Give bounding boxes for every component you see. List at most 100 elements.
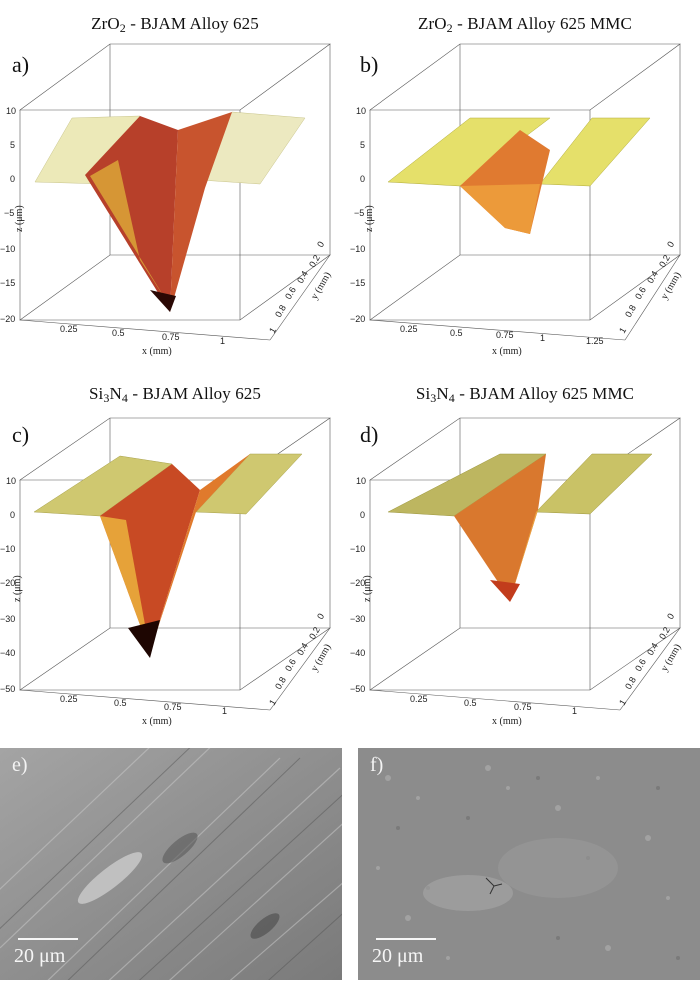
tick-label: 1 <box>267 326 278 335</box>
tick-label: 0.25 <box>60 324 78 334</box>
groove-bottom <box>150 290 176 312</box>
groove-wall-left <box>100 464 200 652</box>
groove-highlight <box>100 516 150 652</box>
surface-plot-b: 10 5 0 −5 −10 −15 −20 0.25 0.5 0.75 1 1.… <box>350 43 683 357</box>
panel-b: ZrO2 - BJAM Alloy 625 MMC b) 10 5 0 −5 −… <box>350 0 700 370</box>
tick-label: 0 <box>665 240 676 249</box>
tick-label: 10 <box>6 476 16 486</box>
scale-bar-label: 20 μm <box>372 945 424 967</box>
z-axis-label: z (μm) <box>12 575 23 602</box>
y-axis-label: y (mm) <box>309 642 333 673</box>
groove-wall-right <box>170 112 232 312</box>
tick-label: 1.25 <box>586 336 604 346</box>
tick-label: 1 <box>572 706 577 716</box>
tick-label: 0.75 <box>496 330 514 340</box>
y-axis-label: y (mm) <box>309 270 333 301</box>
tick-label: 1 <box>222 706 227 716</box>
tick-label: −20 <box>0 578 15 588</box>
tick-label: 0.2 <box>657 625 672 641</box>
tick-label: 0.4 <box>645 269 660 285</box>
surface-plateau-right <box>539 117 651 187</box>
z-ticks: 10 0 −10 −20 −30 −40 −50 <box>0 476 16 694</box>
scale-bar <box>376 938 436 940</box>
panel-label: f) <box>370 754 384 776</box>
groove-wall-left <box>454 454 546 600</box>
tick-label: 0.5 <box>464 698 477 708</box>
x-axis-label: x (mm) <box>492 716 522 727</box>
tick-label: −10 <box>0 244 15 254</box>
tick-label: 5 <box>10 140 15 150</box>
x-ticks: 0.25 0.5 0.75 1 <box>410 694 577 716</box>
panel-label: d) <box>360 422 379 447</box>
panel-c: Si3N4 - BJAM Alloy 625 c) 10 0 −10 −20 −… <box>0 370 350 740</box>
panel-title: ZrO2 - BJAM Alloy 625 MMC <box>418 14 632 35</box>
panel-a: ZrO2 - BJAM Alloy 625 a) 10 5 0 −5 −10 −… <box>0 0 350 370</box>
tick-label: 0.75 <box>514 702 532 712</box>
tick-label: 0 <box>315 612 326 621</box>
surface-plot-c: 10 0 −10 −20 −30 −40 −50 0.25 0.5 0.75 1… <box>0 417 333 727</box>
surface-plateau-left <box>387 117 551 187</box>
surface-plot-d: 10 0 −10 −20 −30 −40 −50 0.25 0.5 0.75 1… <box>350 417 683 727</box>
tick-label: −20 <box>0 314 15 324</box>
tick-label: −5 <box>354 208 364 218</box>
groove-wall-left <box>85 116 178 312</box>
groove-bottom <box>128 620 160 658</box>
tick-label: 0.6 <box>283 657 298 673</box>
groove-bottom <box>490 580 520 602</box>
tick-label: −30 <box>0 614 15 624</box>
groove-highlight <box>90 160 166 300</box>
tick-label: 1 <box>220 336 225 346</box>
tick-label: 0 <box>10 174 15 184</box>
surface-plateau-right <box>535 453 653 515</box>
tick-label: −50 <box>0 684 15 694</box>
tick-label: 0 <box>10 510 15 520</box>
tick-label: −15 <box>350 278 365 288</box>
tick-label: −20 <box>350 314 365 324</box>
z-ticks: 10 0 −10 −20 −30 −40 −50 <box>350 476 366 694</box>
tick-label: 0.4 <box>295 269 310 285</box>
z-ticks: 10 5 0 −5 −10 −15 −20 <box>0 106 16 324</box>
tick-label: 0.75 <box>164 702 182 712</box>
tick-label: 1 <box>540 333 545 343</box>
z-axis-label: z (μm) <box>14 205 25 232</box>
panel-title: Si3N4 - BJAM Alloy 625 MMC <box>415 384 635 405</box>
tick-label: 1 <box>267 698 278 707</box>
y-axis-label: y (mm) <box>659 270 683 301</box>
panel-title: ZrO2 - BJAM Alloy 625 <box>91 14 259 35</box>
tick-label: −20 <box>350 578 365 588</box>
tick-label: 0.5 <box>450 328 463 338</box>
tick-label: −40 <box>350 648 365 658</box>
tick-label: 1 <box>617 698 628 707</box>
panel-label: a) <box>12 52 30 77</box>
panel-label: e) <box>12 754 28 776</box>
tick-label: −5 <box>4 208 14 218</box>
sem-image-f: f) 20 μm <box>358 748 700 980</box>
y-ticks: 0 0.2 0.4 0.6 0.8 1 <box>267 240 326 335</box>
z-axis-label: z (μm) <box>362 575 373 602</box>
x-axis-label: x (mm) <box>142 346 172 357</box>
sem-image-e: e) 20 μm <box>0 748 342 980</box>
scale-bar <box>18 938 78 940</box>
surface-plot-a: 10 5 0 −5 −10 −15 −20 0.25 0.5 0.75 1 x … <box>0 43 333 357</box>
tick-label: 0 <box>360 510 365 520</box>
scale-bar-label: 20 μm <box>14 945 66 967</box>
surface-plateau-right <box>195 453 303 515</box>
tick-label: 10 <box>356 106 366 116</box>
tick-label: 0.75 <box>162 332 180 342</box>
tick-label: 0.5 <box>114 698 127 708</box>
tick-label: 10 <box>356 476 366 486</box>
tick-label: 0 <box>315 240 326 249</box>
tick-label: 0.8 <box>623 303 638 319</box>
tick-label: −15 <box>0 278 15 288</box>
tick-label: 0.25 <box>400 324 418 334</box>
x-ticks: 0.25 0.5 0.75 1 <box>60 324 225 346</box>
tick-label: 0 <box>360 174 365 184</box>
panel-label: c) <box>12 422 30 447</box>
plot-box <box>19 43 331 341</box>
groove-wall-right <box>150 454 250 652</box>
tick-label: 0.25 <box>60 694 78 704</box>
sem-micrograph <box>358 748 700 980</box>
tick-label: 0.2 <box>307 253 322 269</box>
tick-label: −50 <box>350 684 365 694</box>
x-axis-label: x (mm) <box>492 346 522 357</box>
